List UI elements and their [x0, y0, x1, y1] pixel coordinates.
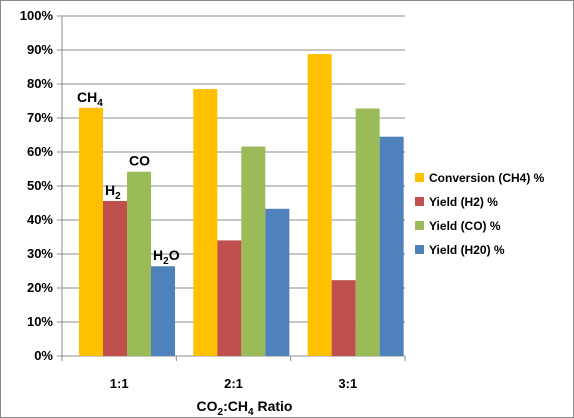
bar	[241, 146, 266, 356]
y-tick-label: 70%	[27, 110, 53, 125]
x-axis-title-part: Ratio	[254, 398, 293, 414]
y-tick-label: 90%	[27, 42, 53, 57]
y-tick-label: 80%	[27, 76, 53, 91]
legend-swatch	[415, 245, 424, 254]
bar	[151, 266, 175, 356]
bar	[265, 208, 290, 356]
y-tick-label: 30%	[27, 246, 53, 261]
annotation-base: CO	[129, 153, 150, 169]
x-tick-label: 1:1	[110, 376, 129, 391]
y-tick-label: 20%	[27, 280, 53, 295]
bar	[193, 89, 218, 356]
bar	[331, 280, 356, 356]
y-tick-label: 50%	[27, 178, 53, 193]
x-axis-title-part: :CH	[223, 398, 248, 414]
y-tick-label: 10%	[27, 314, 53, 329]
annotation-subscript: 2	[115, 191, 121, 202]
annotation-subscript: 2	[163, 256, 169, 267]
bar-annotation: H2	[105, 182, 121, 202]
annotation-base: CH	[77, 89, 97, 105]
legend-swatch	[415, 173, 424, 182]
x-axis-title-subscript: 2	[218, 407, 224, 417]
annotation-base: H	[153, 247, 163, 263]
bar-annotation: CH4	[77, 89, 103, 109]
legend-swatch	[415, 221, 424, 230]
bar-annotation: H2O	[153, 247, 180, 267]
x-axis-title: CO2:CH4 Ratio	[197, 398, 293, 417]
y-tick-label: 0%	[34, 348, 53, 363]
legend-swatch	[415, 197, 424, 206]
annotation-tail: O	[169, 247, 180, 263]
x-tick-label: 2:1	[224, 376, 243, 391]
x-tick-label: 3:1	[338, 376, 357, 391]
y-tick-label: 60%	[27, 144, 53, 159]
bar	[307, 54, 332, 357]
legend-label: Yield (H2) %	[429, 195, 498, 209]
bar	[217, 240, 242, 356]
legend-label: Yield (CO) %	[429, 219, 501, 233]
y-tick-label: 40%	[27, 212, 53, 227]
annotation-base: H	[105, 182, 115, 198]
bar	[79, 107, 103, 356]
x-axis-title-subscript: 4	[248, 407, 254, 417]
legend-label: Conversion (CH4) %	[429, 171, 545, 185]
bar	[127, 171, 151, 356]
bar-annotation: CO	[129, 153, 150, 169]
bar	[103, 200, 127, 356]
annotation-subscript: 4	[97, 98, 103, 109]
x-axis-title-part: CO	[197, 398, 218, 414]
legend-label: Yield (H20) %	[429, 243, 505, 257]
bar	[355, 108, 380, 356]
y-tick-label: 100%	[20, 8, 54, 23]
bar	[379, 136, 404, 356]
